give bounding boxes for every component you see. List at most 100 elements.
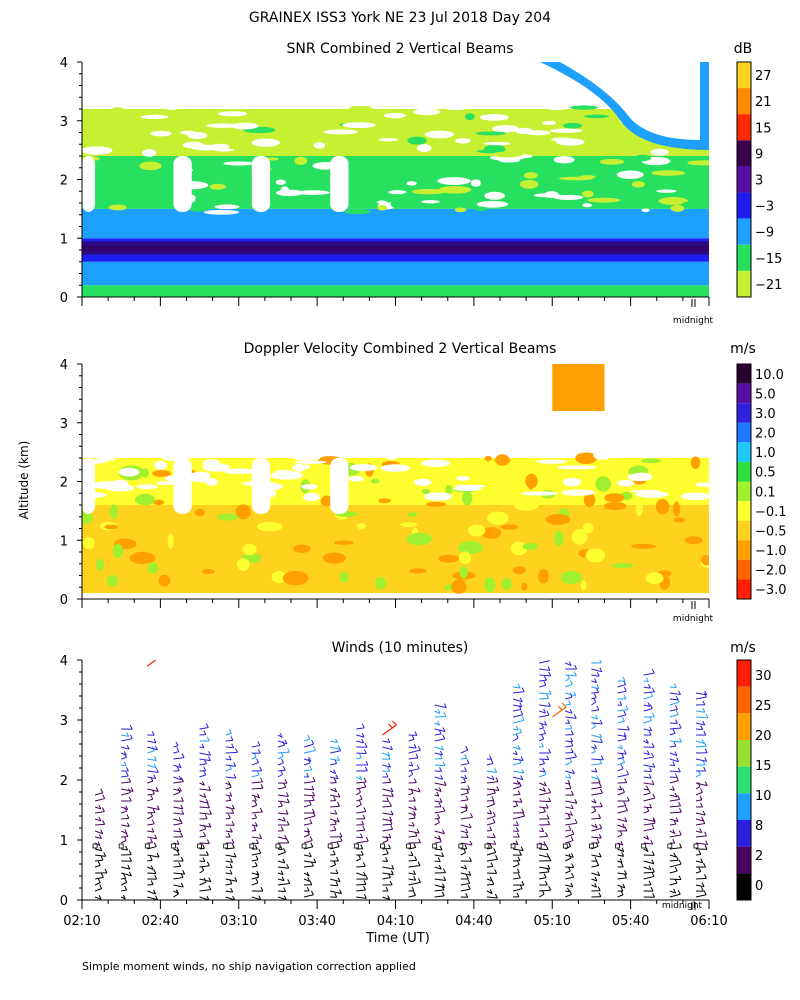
wind-barb-flag (570, 730, 574, 735)
snr-texture (533, 193, 561, 198)
wind-barb-flag (387, 738, 391, 743)
wind-barb-flag (546, 755, 550, 760)
doppler-texture (593, 451, 612, 460)
wind-barb-flag (699, 795, 703, 800)
wind-barb (695, 722, 705, 726)
wind-barb (591, 751, 596, 754)
wind-barb (539, 668, 551, 672)
wind-barb-flag (701, 882, 705, 887)
doppler-texture (202, 463, 230, 472)
wind-barb (695, 812, 706, 816)
wind-barb (147, 866, 154, 870)
wind-barb (565, 770, 575, 775)
wind-barb-flag (256, 872, 260, 878)
doppler-texture (627, 473, 653, 481)
wind-barb-flag (520, 846, 524, 851)
wind-barb-flag (364, 743, 368, 748)
wind-barb-flag (181, 810, 185, 815)
wind-barb (460, 781, 466, 784)
doppler-texture (438, 554, 460, 563)
wind-barb-flag (678, 859, 682, 865)
wind-barb-flag (599, 759, 603, 764)
wind-barb (565, 657, 569, 659)
wind-barb-flag (287, 879, 291, 884)
colorbar-swatch (737, 660, 751, 687)
wind-barb (408, 835, 418, 838)
wind-barb (565, 833, 575, 838)
wind-barb (434, 788, 442, 792)
doppler-texture (575, 452, 598, 465)
wind-barb-flag (125, 845, 129, 851)
data-gap (173, 458, 192, 514)
wind-barb-flag (574, 664, 578, 670)
doppler-texture (583, 492, 596, 507)
wind-profile-marker (458, 843, 464, 849)
wind-barb (460, 809, 468, 814)
wind-barb (591, 709, 599, 712)
wind-barb-flag (646, 835, 650, 840)
wind-barb-flag (517, 856, 521, 861)
wind-barb (669, 805, 681, 808)
wind-barb (460, 806, 468, 809)
wind-barb-flag (548, 671, 552, 677)
wind-barb-flag (228, 729, 232, 734)
wind-barb (565, 870, 571, 874)
wind-barb (617, 791, 625, 796)
wind-barb (408, 768, 420, 772)
wind-barb-flag (126, 814, 130, 819)
wind-barb (565, 674, 577, 677)
wind-profile-marker (223, 843, 229, 849)
wind-barb (147, 890, 156, 895)
colorbar-tick-label: 21 (755, 95, 772, 110)
wind-barb (147, 883, 154, 886)
wind-barb-flag (233, 762, 237, 767)
wind-barb-flag (260, 777, 263, 783)
wind-barb (121, 746, 130, 750)
wind-barb (225, 782, 231, 786)
wind-barb (460, 792, 469, 796)
wind-barb (512, 863, 520, 868)
wind-barb-flag (622, 823, 626, 828)
wind-barb-flag (649, 704, 653, 709)
strong-wind-barb-flag (392, 720, 397, 726)
wind-barb-flag (443, 703, 447, 708)
wind-barb (617, 734, 627, 738)
wind-barb-flag (596, 838, 600, 844)
wind-barb (643, 792, 651, 796)
wind-barb-flag (623, 694, 627, 700)
snr-texture (381, 123, 410, 133)
wind-barb-flag (309, 836, 313, 841)
wind-barb-flag (515, 733, 519, 739)
wind-barb-flag (597, 886, 601, 891)
wind-barb-flag (573, 691, 577, 697)
wind-barb (643, 776, 652, 779)
wind-barb (617, 738, 627, 742)
wind-barb-flag (257, 793, 260, 798)
colorbar-swatch (737, 520, 751, 541)
wind-barb (460, 757, 467, 760)
wind-barb (173, 893, 179, 898)
wind-barb-flag (180, 797, 184, 802)
snr-texture (388, 190, 407, 195)
snr-texture (499, 158, 520, 163)
wind-barb-flag (548, 748, 552, 754)
wind-barb (408, 812, 416, 816)
wind-barb (147, 823, 155, 826)
wind-barb (147, 836, 157, 840)
wind-barb (94, 830, 103, 835)
wind-barb (303, 749, 316, 754)
wind-barb-flag (518, 851, 522, 856)
wind-barb-flag (414, 731, 418, 736)
midnight-label-2: midnight (673, 614, 714, 624)
wind-barb-flag (468, 856, 472, 862)
data-gap (251, 458, 271, 514)
wind-barb (512, 704, 522, 708)
wind-barb-flag (279, 845, 283, 850)
wind-barb-flag (677, 890, 681, 895)
snr-texture (437, 177, 471, 185)
doppler-texture (484, 455, 492, 462)
wind-barb-flag (98, 816, 102, 822)
wind-barb (643, 806, 652, 809)
